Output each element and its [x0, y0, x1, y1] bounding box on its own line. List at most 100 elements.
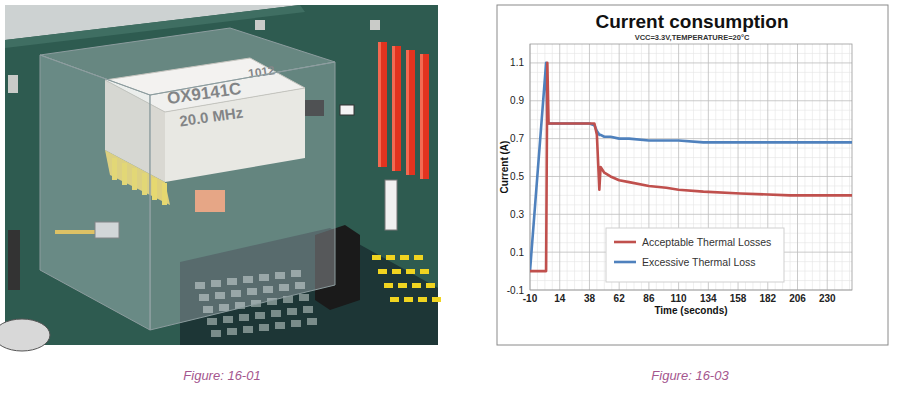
pad: [418, 297, 427, 302]
pad: [392, 269, 401, 274]
x-tick-label: 110: [671, 293, 688, 304]
minor-grid: [530, 129, 852, 130]
legend-label: Acceptable Thermal Losses: [642, 236, 771, 248]
x-tick-label: 38: [584, 293, 596, 304]
legend: Acceptable Thermal Losses Excessive Therm…: [606, 228, 784, 282]
minor-grid: [530, 91, 852, 92]
x-tick-label: 206: [789, 293, 806, 304]
cover-front: [40, 55, 150, 330]
caption: Figure: 16-03: [651, 368, 729, 383]
pad: [307, 318, 317, 325]
pcb: [5, 5, 438, 345]
cover-top: [40, 28, 335, 95]
subtitle: VCC=3.3V,TEMPERATURE=20°C: [635, 33, 750, 42]
part: [0, 319, 50, 351]
series-group: [530, 63, 852, 271]
y-tick-label: 0.1: [510, 247, 524, 258]
heatsink-fin: [406, 50, 415, 175]
grid: [530, 44, 852, 290]
pad: [390, 297, 399, 302]
heatsink-fin: [392, 46, 395, 171]
grid-line: [530, 214, 852, 215]
part: [385, 180, 397, 230]
minor-grid: [530, 157, 852, 158]
pad: [255, 312, 265, 319]
y-tick-label: 0.3: [510, 209, 524, 220]
legend-box: [606, 228, 784, 282]
grid-line: [827, 44, 828, 290]
y-tick-label: 0.9: [510, 95, 524, 106]
pad: [412, 283, 421, 288]
pad: [398, 283, 407, 288]
plot-frame: [530, 44, 852, 290]
x-tick-label: 14: [554, 293, 566, 304]
pad: [386, 255, 395, 260]
minor-grid: [530, 223, 852, 224]
background: [5, 5, 438, 345]
grid-line: [530, 138, 852, 139]
minor-grid: [530, 185, 852, 186]
caption: Figure: 16-01: [183, 368, 260, 383]
pad: [239, 314, 249, 321]
grid-line: [530, 100, 852, 101]
minor-grid: [530, 81, 852, 82]
pad: [223, 316, 233, 323]
pad: [207, 318, 217, 325]
legend-label: Excessive Thermal Loss: [642, 256, 756, 268]
heatsink-fin: [420, 54, 423, 179]
pad: [426, 283, 435, 288]
minor-grid: [530, 204, 852, 205]
pad: [372, 255, 381, 260]
pad: [303, 306, 313, 313]
pad: [414, 255, 423, 260]
chart-frame: [497, 5, 888, 345]
heatsink-fin: [378, 42, 381, 167]
pad: [271, 310, 281, 317]
pad: [255, 20, 265, 30]
x-tick-label: 134: [700, 293, 717, 304]
pad: [370, 20, 380, 30]
pad: [299, 294, 309, 301]
part: [8, 230, 20, 290]
pad: [243, 326, 253, 333]
x-tick-label: 86: [643, 293, 655, 304]
grid-line: [530, 176, 852, 177]
pad: [384, 283, 393, 288]
x-tick-label: 158: [730, 293, 747, 304]
part: [340, 105, 354, 115]
legend-swatch: [614, 261, 636, 264]
illustration: 1012OX9141C20.0 MHz: [0, 5, 441, 351]
minor-grid: [530, 148, 852, 149]
pad: [259, 324, 269, 331]
pad: [378, 269, 387, 274]
grid-line: [797, 44, 798, 290]
minor-grid: [530, 119, 852, 120]
grid-line: [589, 44, 590, 290]
pad: [8, 75, 18, 93]
minor-grid: [530, 53, 852, 54]
minor-grid: [530, 167, 852, 168]
y-tick-label: 0.7: [510, 133, 524, 144]
series-line: [530, 63, 852, 271]
pad: [420, 269, 429, 274]
pad: [404, 297, 413, 302]
pad: [211, 330, 221, 337]
x-tick-label: -10: [523, 293, 538, 304]
x-axis-label: Time (seconds): [654, 305, 727, 316]
title: Current consumption: [595, 11, 788, 32]
series-line: [530, 63, 852, 271]
minor-grid: [530, 110, 852, 111]
pad: [275, 322, 285, 329]
legend-swatch: [614, 241, 636, 244]
pad: [400, 255, 409, 260]
heatsink-fin: [420, 54, 429, 179]
x-tick-label: 230: [819, 293, 836, 304]
grid-line: [559, 44, 560, 290]
pad: [287, 308, 297, 315]
heatsink-fin: [406, 50, 409, 175]
y-axis-label: Current (A): [499, 141, 510, 194]
x-tick-label: 62: [614, 293, 626, 304]
cover-side: [150, 62, 335, 330]
minor-grid: [530, 72, 852, 73]
pad: [291, 320, 301, 327]
